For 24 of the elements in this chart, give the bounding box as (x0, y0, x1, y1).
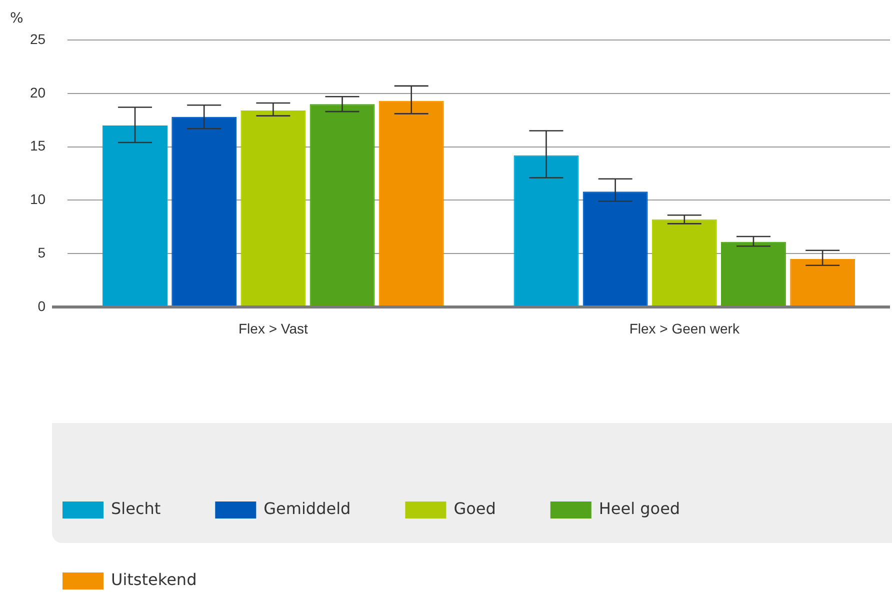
bar (310, 104, 375, 306)
bar (102, 125, 168, 306)
legend-label: Gemiddeld (264, 499, 351, 518)
bar (582, 192, 648, 306)
legend-label: Goed (454, 499, 496, 518)
bar (240, 110, 306, 306)
y-tick-label: 15 (30, 138, 46, 154)
y-tick-label: 5 (38, 244, 46, 260)
y-tick-label: 25 (30, 30, 46, 47)
bar (721, 242, 786, 306)
bar (652, 219, 717, 306)
bar (514, 155, 579, 306)
y-tick-label: 0 (38, 298, 46, 314)
bar (172, 116, 237, 306)
y-tick-label: 20 (30, 84, 46, 100)
legend-label: Slecht (111, 499, 161, 518)
legend-label: Heel goed (598, 499, 680, 518)
y-axis-title: % (10, 10, 24, 27)
y-tick-label: 10 (30, 191, 46, 208)
bar (378, 100, 444, 306)
legend-label: Uitstekend (111, 570, 197, 590)
bar (790, 258, 856, 306)
x-tick-label: Flex > Geen werk (629, 320, 740, 336)
x-tick-label: Flex > Vast (238, 320, 308, 336)
